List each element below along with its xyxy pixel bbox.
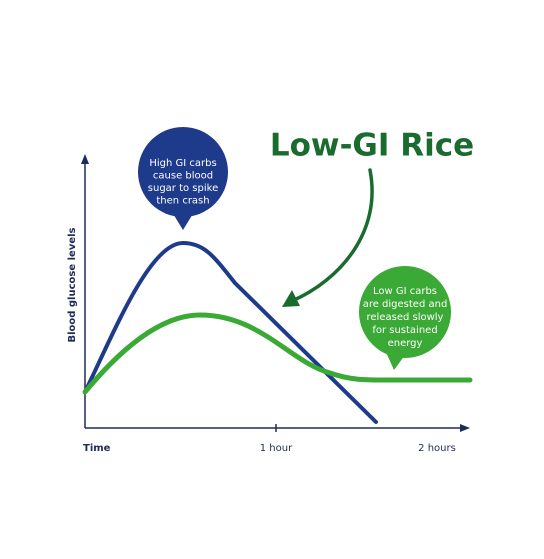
low-gi-callout <box>359 266 451 370</box>
callout-pointer <box>385 350 405 370</box>
high-gi-callout <box>138 127 228 230</box>
y-axis-label: Blood glucose levels <box>67 227 78 342</box>
callout-text: High GI carbs <box>149 158 216 169</box>
high-gi-curve <box>83 240 378 424</box>
callout-text: are digested and <box>363 299 448 310</box>
x-axis-label: 2 hours <box>418 443 456 454</box>
pointer-arrow <box>290 168 374 303</box>
callout-bubble <box>138 127 228 217</box>
x-axis-label: 1 hour <box>260 443 293 454</box>
x-axis-label: Time <box>83 443 111 454</box>
callout-bubble <box>359 266 451 358</box>
callout-text: cause blood <box>153 171 213 182</box>
pointer-arrowhead <box>282 290 300 307</box>
callout-text: Low GI carbs <box>373 286 437 297</box>
callout-pointer <box>172 212 194 230</box>
low-gi-curve <box>82 312 473 395</box>
y-axis-arrow <box>81 154 89 164</box>
callout-text: energy <box>388 338 423 349</box>
x-axis-arrow <box>460 424 470 432</box>
callout-text: sugar to spike <box>148 183 218 194</box>
callout-text: for sustained <box>372 325 437 336</box>
callout-text: then crash <box>156 196 209 207</box>
title: Low-GI Rice <box>270 128 474 164</box>
callout-text: released slowly <box>367 312 444 323</box>
